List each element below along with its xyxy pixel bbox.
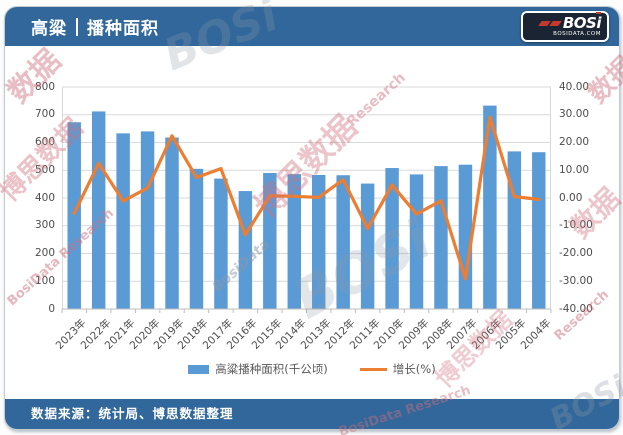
y-axis-tick-left: 0 bbox=[48, 302, 55, 315]
y-axis-tick-left: 300 bbox=[34, 219, 55, 232]
bar-2005年 bbox=[507, 151, 522, 309]
y-axis-tick-left: 600 bbox=[34, 136, 55, 148]
line-swatch-icon bbox=[359, 367, 387, 371]
y-axis-tick-right: 20.00 bbox=[559, 136, 590, 148]
title-secondary: 播种面积 bbox=[87, 19, 159, 39]
bar-2006年 bbox=[483, 105, 497, 309]
title-divider-line bbox=[76, 17, 78, 36]
bar-2009年 bbox=[409, 174, 424, 309]
bar-2019年 bbox=[165, 137, 179, 310]
bar-2023年 bbox=[67, 122, 81, 309]
legend-label-area: 高粱播种面积(千公顷) bbox=[215, 362, 328, 376]
header-bar: 高粱 播种面积 BOSi BOSIDATA.COM bbox=[5, 7, 619, 46]
y-axis-tick-left: 100 bbox=[34, 274, 55, 287]
bar-2007年 bbox=[458, 164, 473, 309]
y-axis-tick-right: 40.00 bbox=[559, 80, 590, 93]
legend-label-growth: 增长(%) bbox=[392, 362, 436, 376]
plot-canvas bbox=[61, 86, 552, 313]
y-axis-tick-right: -40.00 bbox=[559, 302, 593, 315]
bar-2004年 bbox=[532, 152, 546, 309]
bar-2010年 bbox=[385, 168, 399, 309]
logo-text: BOSi bbox=[562, 11, 601, 32]
y-axis-tick-right: -30.00 bbox=[559, 274, 593, 287]
y-axis-tick-left: 800 bbox=[34, 80, 55, 93]
bar-2020年 bbox=[140, 131, 155, 309]
page-title: 高粱 播种面积 bbox=[31, 14, 159, 39]
legend: 高粱播种面积(千公顷) 增长(%) bbox=[5, 360, 619, 378]
chart-card: 高粱 播种面积 BOSi BOSIDATA.COM 高粱播种面积(千公顷) bbox=[4, 6, 620, 430]
y-axis-tick-right: 0.00 bbox=[559, 191, 583, 204]
bar-2022年 bbox=[91, 111, 106, 309]
data-source-text: 数据来源：统计局、博思数据整理 bbox=[31, 406, 234, 421]
title-primary: 高粱 bbox=[31, 19, 67, 39]
bar-swatch-icon bbox=[188, 364, 210, 374]
footer-bar: 数据来源：统计局、博思数据整理 bbox=[5, 399, 619, 429]
legend-item-growth: 增长(%) bbox=[359, 361, 436, 377]
logo-subtext: BOSIDATA.COM bbox=[553, 30, 601, 37]
bar-2012年 bbox=[336, 175, 350, 309]
growth-line bbox=[72, 115, 541, 281]
y-axis-tick-right: -10.00 bbox=[559, 219, 593, 232]
y-axis-tick-right: 10.00 bbox=[559, 163, 590, 176]
y-axis-tick-left: 700 bbox=[34, 108, 55, 121]
legend-item-area: 高粱播种面积(千公顷) bbox=[188, 361, 328, 377]
bar-2015年 bbox=[263, 173, 277, 309]
bar-2018年 bbox=[189, 168, 204, 309]
bar-2013年 bbox=[312, 174, 326, 309]
chart-area: 高粱播种面积(千公顷) 增长(%) 800 700 600 500 400 300 200 1… bbox=[5, 7, 619, 429]
y-axis-tick-left: 200 bbox=[34, 247, 55, 259]
bar-2014年 bbox=[287, 174, 301, 309]
bar-2008年 bbox=[434, 166, 448, 309]
y-axis-tick-left: 400 bbox=[34, 191, 55, 204]
y-axis-tick-left: 500 bbox=[34, 163, 55, 176]
bar-2017年 bbox=[214, 178, 228, 309]
bar-2016年 bbox=[238, 191, 253, 309]
y-axis-tick-right: 30.00 bbox=[559, 108, 590, 121]
logo-row: BOSi bbox=[538, 11, 601, 32]
y-axis-tick-right: -20.00 bbox=[559, 247, 593, 259]
bar-2021年 bbox=[116, 133, 130, 309]
bosi-logo: BOSi BOSIDATA.COM bbox=[521, 11, 609, 42]
bar-2011年 bbox=[360, 183, 375, 309]
